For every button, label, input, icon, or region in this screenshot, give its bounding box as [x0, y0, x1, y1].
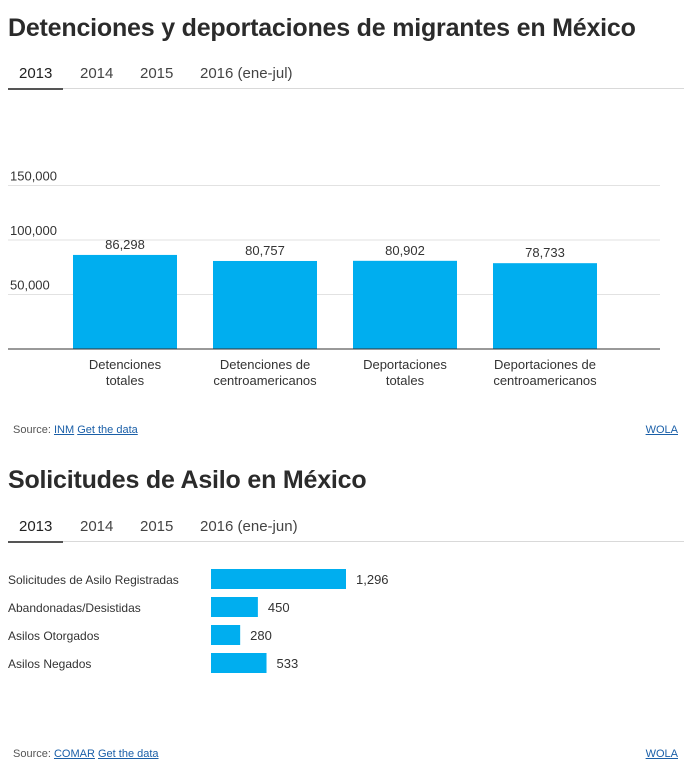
- bar-value-label: 86,298: [105, 237, 145, 252]
- bar-value-label: 80,902: [385, 243, 425, 258]
- bar: [73, 254, 177, 349]
- bar: [211, 569, 346, 589]
- tab-2014[interactable]: 2014: [80, 518, 114, 535]
- year-tabs-detenciones: 2013 2014 2015 2016 (ene-jul): [8, 62, 684, 90]
- credit-wola: WOLA: [646, 748, 678, 760]
- asilo-bar-chart: Solicitudes de Asilo Registradas 1,296 Aba…: [8, 569, 389, 673]
- x-category-label: Detenciones de: [220, 357, 310, 372]
- y-tick-label: 50,000: [10, 278, 50, 293]
- x-category-label: centroamericanos: [493, 373, 597, 388]
- bar: [211, 597, 258, 617]
- bar-value-label: 1,296: [356, 572, 389, 587]
- x-category-label: centroamericanos: [213, 373, 317, 388]
- tab-2013[interactable]: 2013: [8, 515, 64, 543]
- source-link-comar[interactable]: COMAR: [53, 748, 95, 760]
- category-label: Asilos Negados: [8, 657, 91, 671]
- category-label: Solicitudes de Asilo Registradas: [8, 573, 179, 587]
- get-data-link[interactable]: Get the data: [98, 748, 159, 760]
- bar: [211, 625, 241, 645]
- detenciones-bar-chart: 50,000100,000150,00086,298Detencionestot…: [8, 169, 660, 388]
- tab-2015[interactable]: 2015: [140, 65, 174, 82]
- y-tick-label: 150,000: [10, 169, 57, 184]
- x-category-label: totales: [386, 373, 425, 388]
- source-line-asilo: Source: COMAR Get the data: [13, 748, 159, 760]
- category-label: Asilos Otorgados: [8, 629, 99, 643]
- chart-title-detenciones: Detenciones y deportaciones de migrantes…: [8, 14, 636, 42]
- source-label: Source:: [13, 748, 51, 760]
- source-label: Source:: [13, 424, 51, 436]
- bar-value-label: 533: [277, 656, 299, 671]
- bar: [211, 653, 267, 673]
- x-category-label: Detenciones: [89, 357, 162, 372]
- tab-2014[interactable]: 2014: [80, 65, 114, 82]
- tab-2013[interactable]: 2013: [8, 62, 64, 90]
- bar: [213, 260, 317, 349]
- bar: [493, 263, 597, 349]
- chart-title-asilo: Solicitudes de Asilo en México: [8, 466, 367, 494]
- wola-link[interactable]: WOLA: [645, 424, 678, 436]
- x-category-label: totales: [106, 373, 145, 388]
- y-tick-label: 100,000: [10, 223, 57, 238]
- bar-value-label: 450: [268, 600, 290, 615]
- x-category-label: Deportaciones de: [494, 357, 596, 372]
- bar-value-label: 80,757: [245, 243, 285, 258]
- source-line-detenciones: Source: INM Get the data: [13, 424, 138, 436]
- tab-2016[interactable]: 2016 (ene-jun): [200, 518, 298, 535]
- year-tabs-asilo: 2013 2014 2015 2016 (ene-jun): [8, 515, 684, 543]
- x-category-label: Deportaciones: [363, 357, 447, 372]
- get-data-link[interactable]: Get the data: [77, 424, 138, 436]
- bar: [353, 260, 457, 349]
- tab-2015[interactable]: 2015: [140, 518, 174, 535]
- credit-wola: WOLA: [646, 424, 678, 436]
- category-label: Abandonadas/Desistidas: [8, 601, 141, 615]
- source-link-inm[interactable]: INM: [53, 424, 75, 436]
- bar-value-label: 78,733: [525, 245, 565, 260]
- tab-2016[interactable]: 2016 (ene-jul): [200, 65, 293, 82]
- wola-link[interactable]: WOLA: [645, 748, 678, 760]
- bar-value-label: 280: [250, 628, 272, 643]
